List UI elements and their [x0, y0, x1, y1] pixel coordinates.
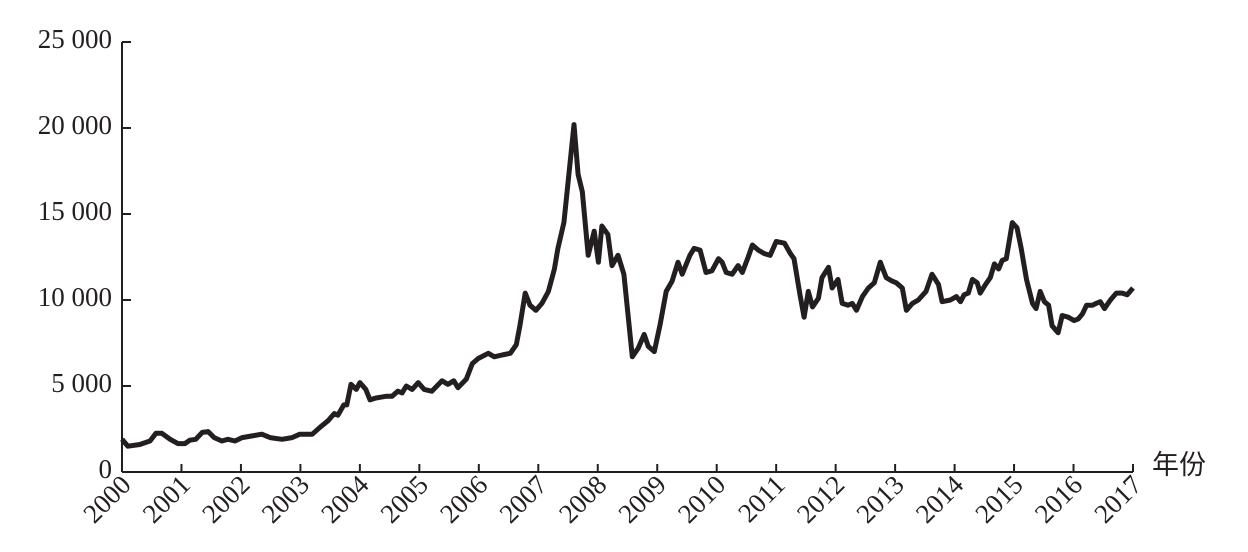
x-tick-label: 2000 [77, 469, 136, 528]
x-tick-label: 2006 [434, 469, 493, 528]
x-tick-label: 2013 [850, 469, 909, 528]
x-tick-label: 2004 [315, 469, 375, 529]
x-tick-label: 2017 [1088, 469, 1147, 528]
x-tick-label: 2010 [672, 469, 731, 528]
x-tick-label: 2002 [196, 469, 255, 528]
x-tick-label: 2011 [732, 469, 791, 528]
x-tick-label: 2007 [494, 469, 553, 528]
x-tick-label: 2008 [553, 469, 612, 528]
x-tick-label: 2005 [375, 469, 434, 528]
x-axis-label: 年份 [1152, 450, 1206, 480]
y-tick-label: 10 000 [38, 282, 112, 312]
data-line [120, 122, 1135, 449]
x-tick-label: 2014 [910, 469, 970, 529]
y-tick-label: 25 000 [38, 24, 112, 54]
x-tick-label: 2003 [256, 469, 315, 528]
x-tick-label: 2016 [1029, 469, 1088, 528]
x-tick-label: 2015 [969, 469, 1028, 528]
y-tick-label: 20 000 [38, 110, 112, 140]
y-tick-label: 0 [99, 454, 113, 484]
x-tick-label: 2012 [791, 469, 850, 528]
y-tick-label: 5 000 [51, 368, 112, 398]
x-tick-label: 2001 [137, 469, 196, 528]
x-tick-label: 2009 [612, 469, 671, 528]
y-tick-label: 15 000 [38, 196, 112, 226]
